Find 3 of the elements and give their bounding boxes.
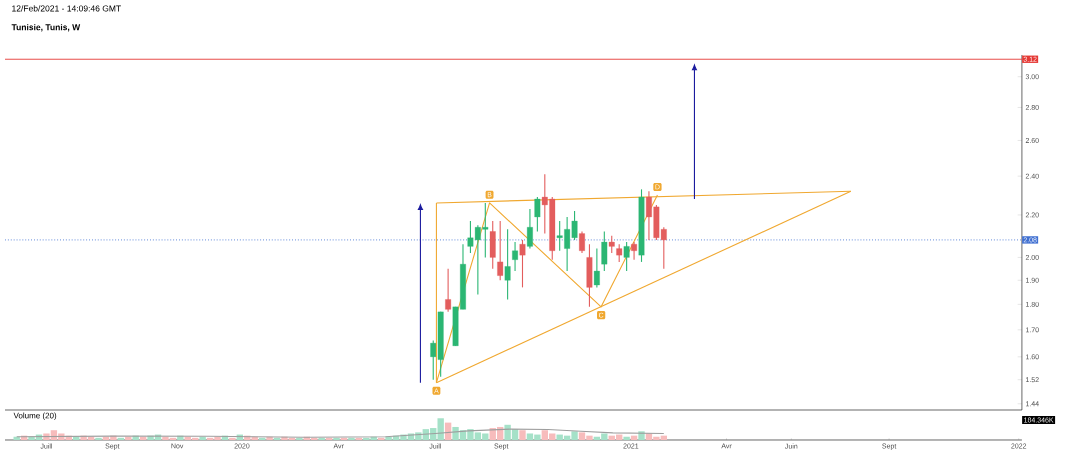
text: 12/Feb/2021 - 14:09:46 GMT [12,5,121,12]
chart-title: Tunisie, Tunis, W [11,23,81,32]
chart-title: Volume (20) [13,412,57,420]
